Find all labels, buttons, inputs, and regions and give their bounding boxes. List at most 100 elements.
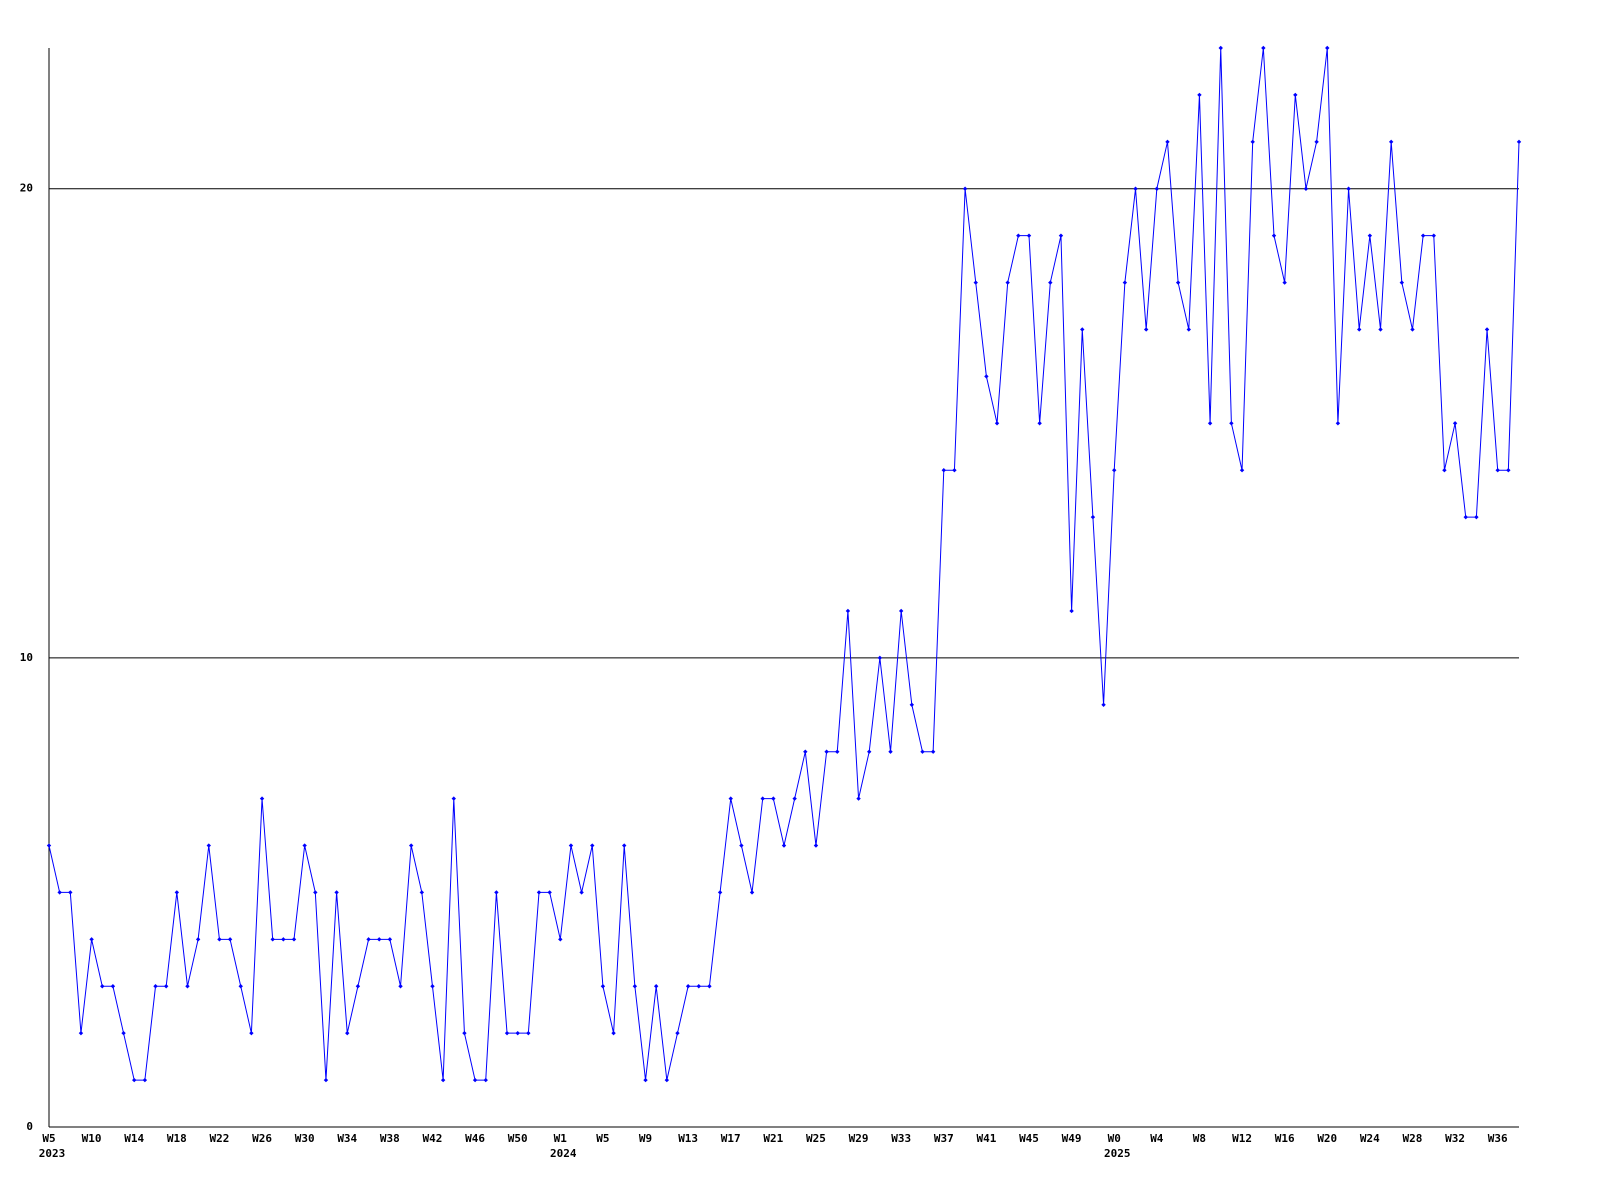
point-marker (579, 890, 584, 895)
point-marker (377, 937, 382, 942)
x-tick-label: W50 (508, 1132, 528, 1145)
point-marker (898, 608, 904, 614)
x-tick-label: W46 (465, 1132, 485, 1145)
point-marker (1165, 139, 1170, 145)
x-year-label: 2025 (1104, 1147, 1131, 1160)
point-marker (302, 843, 307, 848)
point-marker (494, 890, 499, 895)
point-marker (1005, 280, 1010, 285)
point-marker (142, 1077, 148, 1083)
x-tick-label: W26 (252, 1132, 272, 1145)
point-marker (824, 749, 829, 754)
point-marker (536, 890, 542, 895)
point-marker (558, 937, 563, 942)
point-marker (1154, 186, 1160, 191)
point-marker (281, 937, 286, 942)
point-marker (717, 890, 723, 895)
point-marker (1325, 45, 1330, 51)
line (48, 47, 1520, 1081)
x-tick-label: W45 (1019, 1132, 1039, 1145)
point-marker (632, 984, 638, 989)
x-tick-label: W1 (554, 1132, 568, 1145)
point-marker (1101, 702, 1106, 707)
point-marker (994, 421, 1000, 426)
point-marker (622, 843, 627, 848)
point-marker (185, 984, 190, 989)
point-marker (206, 843, 211, 848)
point-marker (163, 984, 169, 989)
point-marker (920, 749, 925, 754)
point-marker (909, 702, 915, 707)
x-tick-label: W32 (1445, 1132, 1465, 1145)
point-marker (504, 1030, 510, 1036)
y-tick-label: 10 (20, 651, 33, 664)
x-tick-label: W21 (763, 1132, 783, 1145)
x-tick-label: W34 (337, 1132, 357, 1145)
point-marker (387, 937, 393, 942)
point-marker (334, 890, 339, 895)
point-marker (430, 984, 435, 989)
point-marker (483, 1077, 488, 1083)
point-marker (515, 1030, 520, 1036)
point-marker (1388, 139, 1394, 145)
point-marker (749, 890, 755, 895)
point-marker (195, 937, 201, 942)
point-marker (856, 796, 861, 801)
point-marker (1282, 280, 1287, 285)
x-tick-label: W4 (1150, 1132, 1164, 1145)
x-tick-label: W22 (209, 1132, 229, 1145)
point-marker (249, 1030, 254, 1036)
point-marker (1037, 421, 1042, 426)
point-marker (803, 749, 808, 754)
x-tick-label: W36 (1488, 1132, 1508, 1145)
point-marker (1133, 186, 1138, 191)
point-marker (568, 843, 574, 848)
point-marker (984, 374, 989, 379)
point-marker (888, 749, 893, 754)
x-tick-label: W10 (82, 1132, 102, 1145)
point-marker (110, 984, 116, 989)
point-marker (781, 843, 787, 848)
point-marker (962, 186, 968, 191)
point-marker (1143, 327, 1149, 332)
point-marker (270, 937, 275, 942)
point-marker (835, 749, 840, 754)
point-marker (707, 984, 712, 989)
point-marker (547, 890, 552, 895)
point-marker (462, 1030, 467, 1036)
point-marker (174, 890, 180, 895)
x-tick-label: W24 (1360, 1132, 1380, 1145)
point-marker (132, 1077, 137, 1083)
point-marker (1186, 327, 1191, 332)
point-marker (771, 796, 776, 801)
point-marker (1271, 233, 1277, 238)
point-marker (451, 796, 456, 801)
x-tick-label: W49 (1062, 1132, 1082, 1145)
point-marker (845, 608, 851, 614)
y-tick-label: 0 (26, 1120, 33, 1133)
point-marker (792, 796, 797, 801)
point-marker (696, 984, 701, 989)
point-marker (1357, 327, 1362, 332)
point-marker (1250, 139, 1255, 145)
point-marker (675, 1030, 680, 1036)
point-marker (1303, 186, 1309, 191)
x-tick-label: W37 (934, 1132, 954, 1145)
x-tick-label: W28 (1403, 1132, 1423, 1145)
x-tick-label: W20 (1317, 1132, 1337, 1145)
point-marker (653, 984, 659, 989)
point-marker (408, 843, 414, 848)
point-marker (611, 1030, 616, 1036)
point-marker (526, 1030, 531, 1036)
point-marker (728, 796, 733, 801)
x-tick-label: W38 (380, 1132, 400, 1145)
point-marker (153, 984, 158, 989)
point-marker (643, 1077, 648, 1083)
x-tick-label: W8 (1193, 1132, 1206, 1145)
point-marker (227, 937, 233, 942)
point-marker (1335, 421, 1341, 426)
point-marker (78, 1030, 84, 1036)
point-marker (121, 1030, 126, 1036)
x-tick-label: W13 (678, 1132, 698, 1145)
x-tick-label: W17 (721, 1132, 741, 1145)
